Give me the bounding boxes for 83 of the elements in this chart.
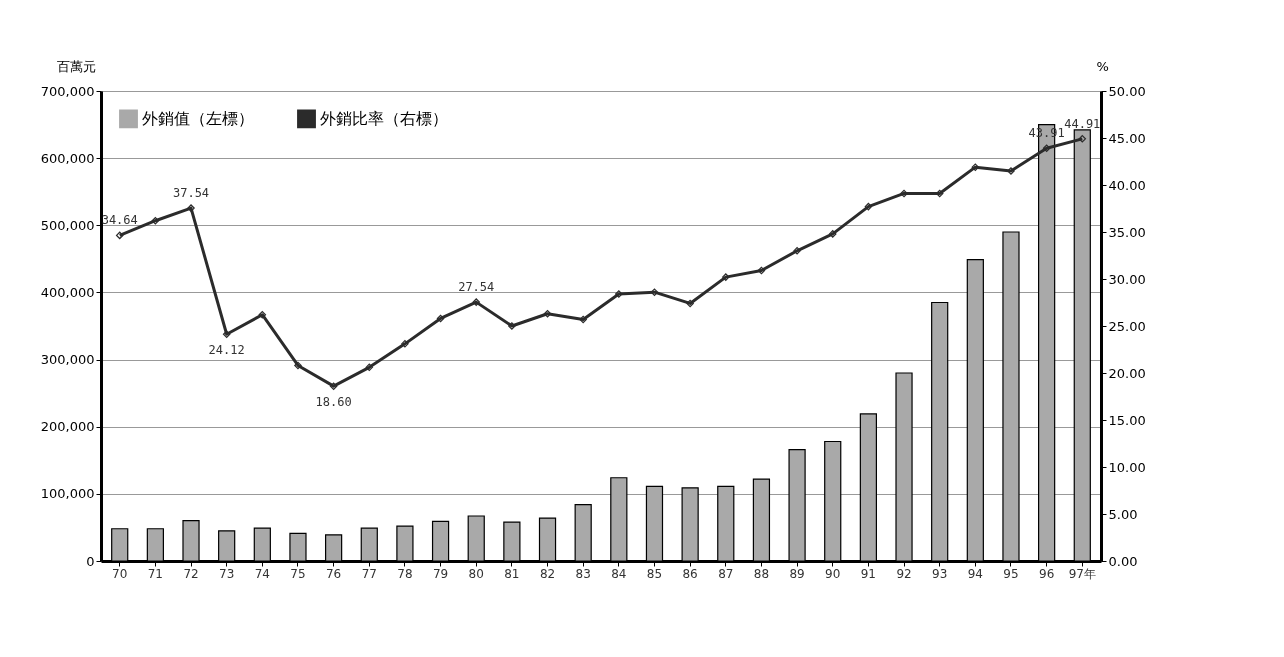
point [401,340,409,348]
x-tick-label: 77 [361,566,377,581]
point [686,299,694,308]
point [722,273,730,281]
x-tick-label: 85 [646,566,663,581]
point [543,310,552,318]
y2-tick-label: 20.00 [1108,365,1146,381]
x-tick-label: 89 [789,566,805,581]
y2-tick-label: 10.00 [1108,459,1146,475]
y2-tick-label: 45.00 [1108,130,1146,146]
y-tick-label: 700,000 [40,83,95,99]
x-tick-label: 79 [432,566,449,581]
x-tick-label: 81 [504,566,520,581]
data-label: 18.60 [315,395,352,410]
x-tick-label: 93 [932,566,948,581]
x-tick-label: 78 [397,566,413,581]
point [579,315,587,324]
data-label: 37.54 [172,186,210,201]
point [793,247,801,255]
x-tick-label: 94 [967,566,983,581]
x-tick-label: 96 [1038,566,1055,581]
x-tick-label: 71 [147,566,164,581]
x-tick-label: 70 [112,566,128,581]
point [294,361,302,370]
x-tick-label: 83 [575,566,591,581]
y-tick-label: 0 [86,553,95,569]
x-tick-label: 76 [325,566,342,581]
y2-axis-title: % [1096,58,1109,74]
legend-label: 外銷值（左標） [142,108,254,128]
y2-tick-label: 40.00 [1108,177,1146,193]
y2-tick-label: 0.00 [1108,553,1138,569]
x-tick-label: 72 [183,566,199,581]
y2-tick-label: 30.00 [1108,271,1146,287]
x-tick-label: 80 [468,566,484,581]
y2-tick-label: 15.00 [1108,412,1146,428]
y2-tick-label: 35.00 [1108,224,1146,240]
x-tick-label: 73 [219,566,235,581]
x-tick-label: 97年 [1068,566,1096,581]
y-tick-label: 100,000 [40,486,95,502]
x-tick-label: 92 [896,566,912,581]
point [615,290,623,298]
x-tick-label: 84 [611,566,627,581]
point [1007,167,1015,175]
y-tick-label: 200,000 [40,419,95,435]
point [151,216,160,225]
point [828,230,837,238]
point [650,288,659,296]
point [472,298,480,306]
point [222,330,231,339]
point [187,204,195,212]
y-tick-label: 400,000 [40,284,95,300]
x-tick-label: 88 [753,566,770,581]
x-tick-label: 86 [682,566,698,581]
y2-tick-label: 25.00 [1108,318,1146,334]
point [1078,135,1087,143]
data-label: 44.91 [1064,116,1101,131]
data-label: 24.12 [208,343,245,358]
y-axis-title: 百萬元 [56,58,96,74]
y-tick-label: 300,000 [40,352,95,368]
x-tick-label: 95 [1003,566,1019,581]
y-tick-label: 500,000 [40,217,95,233]
legend-label: 外銷比率（右標） [320,108,448,128]
x-tick-label: 90 [825,566,841,581]
data-label: 27.54 [458,280,495,295]
point [757,266,766,275]
point [900,189,908,198]
y-tick-label: 600,000 [40,150,95,166]
y2-tick-label: 5.00 [1108,506,1138,522]
point [864,202,873,211]
x-tick-label: 87 [718,566,734,581]
point [329,382,338,390]
x-tick-label: 74 [254,566,270,581]
point [971,163,980,171]
point [365,363,374,372]
y2-tick-label: 50.00 [1108,83,1146,99]
point [1042,144,1051,153]
point [436,314,445,323]
point [508,322,516,330]
x-tick-label: 91 [860,566,877,581]
x-tick-label: 82 [539,566,556,581]
point [258,310,267,319]
x-tick-label: 75 [290,566,306,581]
point [115,231,124,240]
